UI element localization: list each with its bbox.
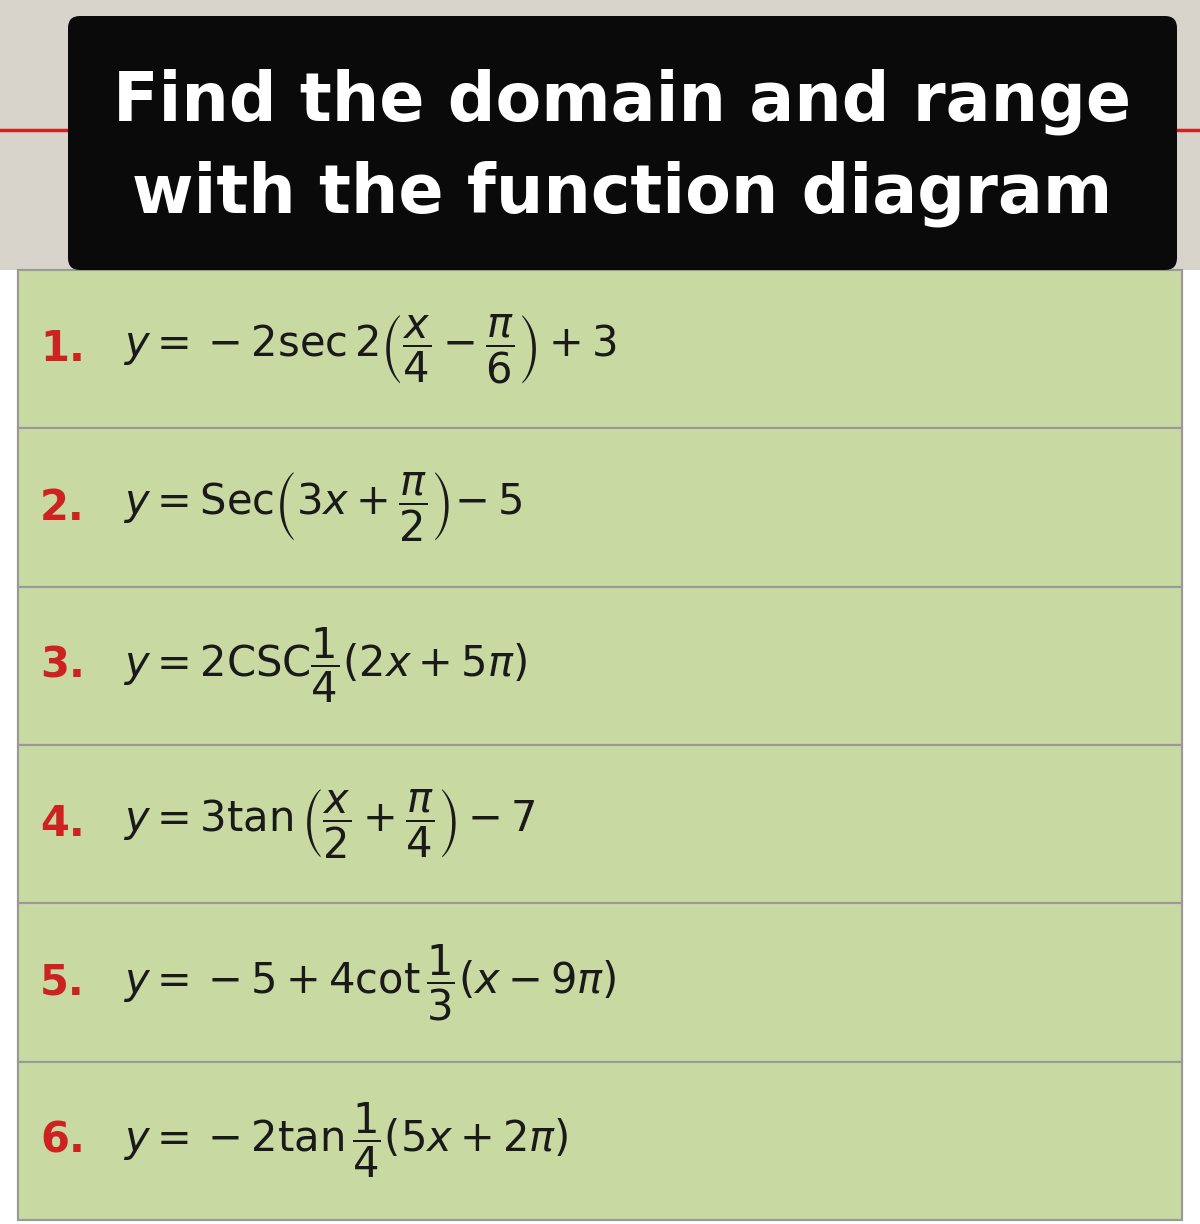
Bar	[18, 428, 1182, 586]
Text: $y = \mathrm{Sec}\left(3x + \dfrac{\pi}{2}\right)\!-5$: $y = \mathrm{Sec}\left(3x + \dfrac{\pi}{…	[124, 471, 522, 543]
Text: $y = 2\mathrm{CSC}\dfrac{1}{4}\left(2x + 5\pi\right)$: $y = 2\mathrm{CSC}\dfrac{1}{4}\left(2x +…	[124, 627, 527, 705]
Text: Find the domain and range: Find the domain and range	[114, 69, 1132, 135]
Text: 2.: 2.	[40, 486, 85, 529]
Bar	[18, 1061, 1182, 1220]
Text: $y = 3\tan\left(\dfrac{x}{2}+\dfrac{\pi}{4}\right) - 7$: $y = 3\tan\left(\dfrac{x}{2}+\dfrac{\pi}…	[124, 788, 536, 860]
Text: 5.: 5.	[40, 962, 85, 1004]
Text: 4.: 4.	[40, 803, 85, 845]
Text: $y = -5 + 4\cot\dfrac{1}{3}\left(x - 9\pi\right)$: $y = -5 + 4\cot\dfrac{1}{3}\left(x - 9\p…	[124, 942, 617, 1022]
Bar	[18, 271, 1182, 428]
Text: $y = -2\sec 2 \left(\dfrac{x}{4} - \dfrac{\pi}{6}\right)+3$: $y = -2\sec 2 \left(\dfrac{x}{4} - \dfra…	[124, 312, 617, 386]
Bar	[18, 745, 1182, 903]
Text: $y = -2\tan\dfrac{1}{4}\left(5x + 2\pi\right)$: $y = -2\tan\dfrac{1}{4}\left(5x + 2\pi\r…	[124, 1102, 569, 1180]
Text: with the function diagram: with the function diagram	[132, 160, 1112, 226]
Bar	[18, 271, 1182, 1220]
FancyBboxPatch shape	[68, 16, 1177, 271]
Bar	[18, 903, 1182, 1061]
Text: 3.: 3.	[40, 645, 85, 687]
Text: 1.: 1.	[40, 328, 85, 370]
Bar	[0, 0, 1200, 271]
Bar	[18, 586, 1182, 745]
Text: 6.: 6.	[40, 1120, 85, 1162]
